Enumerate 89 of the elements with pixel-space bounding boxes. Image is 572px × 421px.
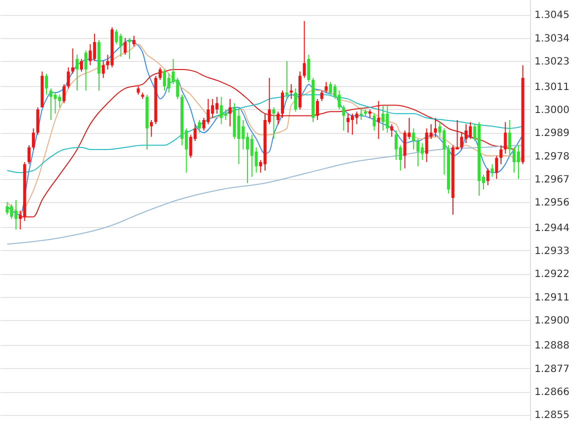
candlestick — [84, 50, 88, 92]
candlestick — [167, 73, 170, 94]
candlestick — [280, 90, 284, 118]
candlestick — [88, 44, 92, 66]
candlestick — [228, 98, 232, 127]
y-tick-label: 1.3000 — [534, 104, 570, 116]
candlestick — [460, 132, 464, 150]
candlestick — [242, 119, 245, 150]
candlestick — [76, 54, 79, 92]
candlestick — [215, 96, 218, 114]
y-tick-label: 1.3045 — [534, 10, 570, 22]
candlestick — [58, 94, 62, 108]
candlestick — [62, 84, 66, 104]
candlestick — [360, 106, 363, 120]
y-tick-label: 1.2922 — [534, 269, 570, 280]
candlestick — [220, 96, 223, 125]
line-series — [20, 68, 515, 218]
candlestick — [150, 119, 153, 138]
y-tick-label: 1.2855 — [534, 410, 570, 421]
y-tick-label: 1.2900 — [534, 315, 570, 326]
candlestick — [290, 84, 293, 100]
candlestick — [32, 128, 35, 150]
candlestick — [390, 124, 394, 138]
y-tick-label: 1.2866 — [534, 387, 570, 398]
candlestick — [504, 122, 507, 154]
y-tick-label: 1.2989 — [534, 128, 570, 140]
candlestick — [316, 98, 319, 120]
candlestick — [285, 60, 288, 100]
candlestick — [320, 90, 324, 102]
candlestick — [294, 88, 298, 112]
y-tick-label: 1.2956 — [534, 198, 570, 209]
candlestick — [442, 128, 446, 176]
candlestick — [237, 108, 240, 165]
y-tick-label: 1.2944 — [534, 222, 570, 234]
candlestick — [434, 117, 437, 138]
candlestick — [346, 113, 350, 134]
candlestick — [324, 82, 328, 94]
candlestick — [272, 106, 276, 140]
y-tick-label: 1.2967 — [534, 174, 570, 186]
candlestick — [302, 20, 306, 78]
candlestick — [394, 130, 398, 160]
candlestick — [338, 90, 341, 110]
candlestick — [486, 168, 490, 186]
y-tick-label: 1.3023 — [534, 56, 570, 68]
y-tick-label: 1.2933 — [534, 246, 570, 257]
candlestick — [119, 33, 122, 58]
candlestick — [102, 60, 105, 78]
candlestick — [307, 54, 310, 83]
candlestick — [508, 119, 512, 156]
candlestick — [386, 104, 389, 134]
candlestick — [28, 144, 31, 165]
candlestick — [276, 111, 280, 125]
candlestick — [71, 48, 74, 74]
candlestick — [158, 66, 162, 80]
line-series — [6, 144, 524, 245]
candlestick — [329, 82, 332, 96]
y-tick-label: 1.3011 — [534, 82, 570, 93]
candlestick — [224, 108, 228, 120]
candlestick — [355, 111, 358, 125]
y-tick-label: 1.2911 — [534, 292, 570, 304]
candlestick — [512, 146, 516, 174]
candlestick — [54, 92, 57, 114]
candlestick — [198, 119, 201, 134]
candlestick — [490, 164, 494, 178]
y-tick-label: 1.2978 — [534, 151, 570, 162]
candlestick — [420, 142, 424, 160]
candlestick — [516, 144, 520, 180]
candlestick — [468, 122, 472, 140]
candlestick — [372, 113, 376, 132]
candlestick — [403, 130, 406, 169]
candlestick — [425, 128, 428, 163]
candlestick — [124, 37, 127, 56]
candlestick — [80, 58, 83, 72]
y-tick-label: 1.2888 — [534, 340, 570, 352]
candlestick — [66, 66, 70, 89]
y-tick-label: 1.2877 — [534, 364, 570, 375]
candlestick — [342, 104, 346, 132]
candlestick — [499, 144, 502, 165]
candlestick — [132, 35, 136, 47]
candlestick — [495, 155, 498, 180]
y-tick-label: 1.3034 — [534, 33, 570, 44]
candlestick — [6, 202, 9, 216]
candlestick — [206, 98, 210, 125]
candlestick — [36, 106, 40, 136]
candlestick — [45, 73, 48, 96]
candlestick — [377, 100, 380, 140]
candlestick — [14, 199, 18, 230]
candlestick — [128, 37, 132, 60]
candlestick — [412, 128, 416, 150]
